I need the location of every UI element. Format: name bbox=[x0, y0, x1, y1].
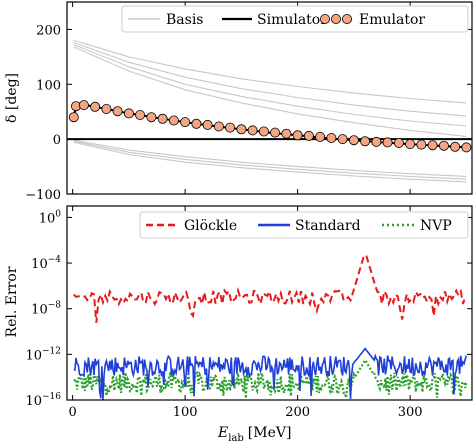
emulator-point bbox=[315, 131, 326, 142]
emulator-point bbox=[382, 137, 393, 148]
basis-curve-5 bbox=[73, 139, 467, 177]
x-axis-subscript: lab bbox=[228, 433, 244, 444]
x-axis-symbol: E bbox=[217, 425, 228, 441]
bottom-y-axis-label: Rel. Error bbox=[4, 266, 20, 337]
emulator-point bbox=[450, 141, 461, 152]
emulator-point bbox=[371, 136, 382, 147]
emulator-point bbox=[90, 101, 101, 112]
legend-nvp-label: NVP bbox=[420, 218, 452, 234]
emulator-point bbox=[202, 119, 213, 130]
top-y-axis-label: δ [deg] bbox=[4, 73, 20, 123]
legend-emulator-marker-1 bbox=[319, 13, 330, 24]
basis-curve-7 bbox=[73, 141, 467, 183]
basis-curve-2 bbox=[73, 42, 467, 117]
phase-shift-panel: −100 0 100 200 δ [deg] Basis Simulator Emul… bbox=[4, 1, 473, 203]
emulator-point bbox=[123, 108, 134, 119]
emulator-point bbox=[337, 134, 348, 145]
emulator-point bbox=[461, 142, 472, 153]
legend-emulator-marker-2 bbox=[330, 13, 341, 24]
emulator-point bbox=[360, 136, 371, 147]
relative-error-panel: 10−16 10−12 10−8 10−4 100 0 100 200 300 Rel. Err… bbox=[4, 205, 473, 444]
bottom-ytick-label: 10−12 bbox=[25, 346, 61, 363]
bottom-ytick-label: 100 bbox=[39, 209, 62, 226]
emulator-point bbox=[112, 106, 123, 117]
emulator-point bbox=[180, 117, 191, 128]
emulator-point bbox=[191, 118, 202, 129]
emulator-point bbox=[326, 132, 337, 143]
emulator-point bbox=[213, 121, 224, 132]
top-ytick-label: 0 bbox=[53, 133, 61, 148]
x-axis-unit: [MeV] bbox=[248, 425, 292, 441]
bottom-plot-frame bbox=[66, 205, 473, 401]
emulator-point bbox=[68, 112, 79, 123]
bottom-xtick-label: 300 bbox=[398, 405, 423, 420]
bottom-ytick-label: 10−16 bbox=[25, 392, 61, 409]
top-axis-ticks: −100 0 100 200 bbox=[25, 2, 472, 203]
legend-emulator-label: Emulator bbox=[359, 12, 425, 28]
emulator-point bbox=[405, 139, 416, 150]
bottom-axis-ticks: 10−16 10−12 10−8 10−4 100 0 100 200 300 bbox=[25, 206, 472, 420]
emulator-point bbox=[281, 128, 292, 139]
x-axis-label: Elab [MeV] bbox=[217, 425, 291, 444]
emulator-point bbox=[247, 125, 258, 136]
legend-standard-label: Standard bbox=[295, 218, 361, 234]
bottom-ytick-label: 10−4 bbox=[31, 255, 61, 272]
basis-curve-1 bbox=[73, 39, 467, 104]
bottom-ytick-label: 10−8 bbox=[31, 301, 61, 318]
legend-emulator-marker-3 bbox=[341, 13, 352, 24]
emulator-point bbox=[258, 126, 269, 137]
bottom-xtick-label: 100 bbox=[173, 405, 198, 420]
bottom-series-layer bbox=[73, 254, 468, 400]
basis-curve-3 bbox=[73, 44, 467, 127]
emulator-point bbox=[168, 115, 179, 126]
nvp-line bbox=[73, 357, 468, 399]
top-ytick-label: 200 bbox=[36, 23, 61, 38]
standard-line bbox=[73, 347, 468, 400]
bottom-xtick-label: 0 bbox=[68, 405, 76, 420]
bottom-xtick-label: 200 bbox=[285, 405, 310, 420]
legend-simulator-label: Simulator bbox=[257, 12, 327, 28]
emulator-point bbox=[438, 140, 449, 151]
emulator-point bbox=[393, 137, 404, 148]
emulator-point bbox=[303, 130, 314, 141]
emulator-point bbox=[416, 139, 427, 150]
emulator-point bbox=[225, 122, 236, 133]
legend-basis-label: Basis bbox=[166, 12, 203, 28]
emulator-point bbox=[270, 127, 281, 138]
emulator-point bbox=[236, 124, 247, 135]
top-ytick-label: 100 bbox=[36, 78, 61, 93]
emulator-point bbox=[101, 104, 112, 115]
bottom-legend: Glöckle Standard NVP bbox=[139, 211, 469, 239]
emulator-point bbox=[157, 113, 168, 124]
top-legend-box bbox=[121, 5, 469, 33]
emulator-point bbox=[292, 130, 303, 141]
top-ytick-label: −100 bbox=[25, 188, 61, 203]
top-plot-frame bbox=[66, 1, 473, 195]
emulator-point bbox=[135, 110, 146, 121]
bottom-legend-box bbox=[139, 211, 469, 239]
emulator-point bbox=[348, 135, 359, 146]
basis-curve-6 bbox=[73, 140, 467, 180]
legend-glockle-label: Glöckle bbox=[184, 218, 237, 234]
top-series-layer bbox=[67, 100, 472, 153]
top-legend: Basis Simulator Emulator bbox=[121, 5, 469, 33]
basis-curve-4 bbox=[73, 46, 467, 137]
basis-curves bbox=[73, 39, 467, 183]
emulator-point bbox=[78, 100, 89, 111]
emulator-point bbox=[427, 140, 438, 151]
glockle-line bbox=[73, 254, 467, 323]
emulator-point bbox=[146, 112, 157, 123]
